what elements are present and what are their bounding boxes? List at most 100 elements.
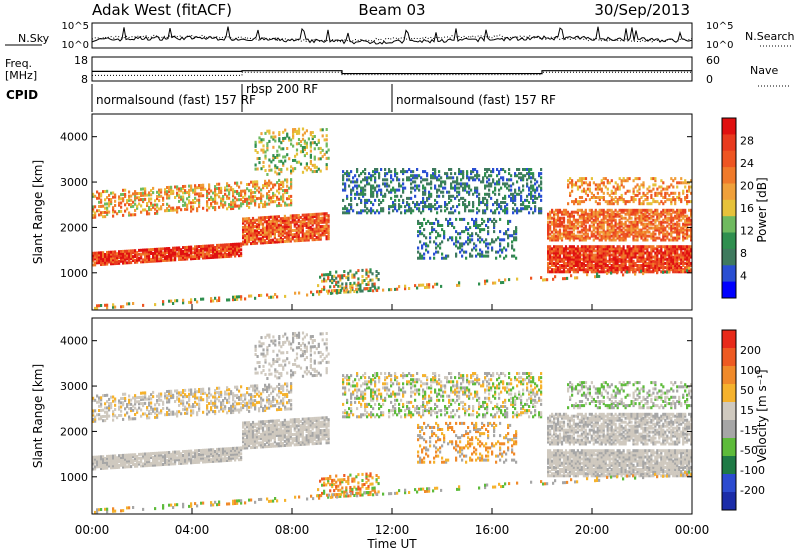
power-cell xyxy=(146,210,149,214)
power-cell xyxy=(459,232,462,236)
power-cell xyxy=(266,129,269,133)
power-cell xyxy=(307,238,310,242)
power-cell xyxy=(642,181,645,185)
power-cell xyxy=(569,177,572,181)
power-cell xyxy=(374,186,377,190)
power-cell xyxy=(351,273,354,277)
power-cell xyxy=(586,268,589,272)
power-cell xyxy=(303,141,306,145)
power-cell xyxy=(303,219,306,223)
power-cell xyxy=(640,196,643,199)
power-cell xyxy=(248,240,251,244)
power-cell xyxy=(258,136,261,140)
power-cell xyxy=(356,184,359,188)
power-cell xyxy=(668,198,671,202)
power-cell xyxy=(481,238,484,242)
power-cell xyxy=(440,180,443,184)
power-cell xyxy=(290,180,293,184)
frequency-panel: Freq. [MHz] 18 8 60 0 Nave xyxy=(5,54,790,87)
power-cell xyxy=(329,273,332,276)
power-cell xyxy=(254,190,257,194)
power-cell xyxy=(614,208,617,212)
power-cell xyxy=(487,246,490,250)
power-cell xyxy=(678,198,681,202)
power-cell xyxy=(276,149,279,153)
power-cell xyxy=(122,193,125,196)
power-cell xyxy=(303,145,306,149)
power-cell xyxy=(398,203,401,207)
power-cell xyxy=(564,247,568,251)
power-cell xyxy=(240,193,243,197)
power-cell xyxy=(269,234,272,238)
power-cell xyxy=(472,176,475,180)
power-cell xyxy=(678,257,681,261)
power-cell xyxy=(652,247,655,251)
power-cell xyxy=(106,303,109,307)
power-cell xyxy=(206,189,209,193)
power-cell xyxy=(232,242,235,246)
power-cell xyxy=(658,249,661,253)
power-cell xyxy=(676,185,679,189)
power-cell xyxy=(456,186,459,190)
power-cell xyxy=(208,198,211,201)
power-cell xyxy=(682,247,685,251)
power-cell xyxy=(588,264,591,267)
power-cell xyxy=(410,178,413,182)
power-cell xyxy=(315,227,318,231)
power-cell xyxy=(130,255,133,259)
power-cell xyxy=(640,257,643,261)
power-cell xyxy=(236,246,239,250)
power-cell xyxy=(614,230,617,234)
power-cell xyxy=(305,230,308,234)
power-cell xyxy=(574,259,577,263)
power-cell xyxy=(554,247,558,251)
power-cell xyxy=(144,197,147,201)
power-cell xyxy=(246,236,249,240)
power-cell xyxy=(580,214,583,218)
power-cell xyxy=(682,261,685,265)
power-cell xyxy=(447,222,450,225)
power-cell xyxy=(624,234,627,238)
power-cell xyxy=(600,230,603,234)
power-cell xyxy=(347,275,350,279)
power-cell xyxy=(271,230,274,234)
power-cell xyxy=(250,191,253,195)
power-cell xyxy=(658,232,661,236)
power-cell xyxy=(526,178,529,182)
power-cell xyxy=(670,218,673,222)
power-cell xyxy=(588,218,591,222)
power-cell xyxy=(419,240,422,244)
power-cell xyxy=(568,224,571,228)
power-cell xyxy=(250,235,253,239)
power-cell xyxy=(457,246,460,250)
power-cell xyxy=(431,228,434,232)
power-cell xyxy=(337,274,340,278)
power-cell xyxy=(378,176,381,180)
power-cell xyxy=(540,182,543,186)
power-cell xyxy=(690,232,693,236)
power-cell xyxy=(342,188,345,192)
power-cell xyxy=(190,251,193,255)
power-cell xyxy=(612,255,615,259)
power-cell xyxy=(435,230,438,234)
power-cell xyxy=(142,248,145,252)
power-cell xyxy=(380,188,383,192)
power-cell xyxy=(240,198,243,202)
power-cell xyxy=(156,259,159,263)
power-cell xyxy=(278,137,281,141)
power-cell xyxy=(276,204,279,208)
power-cell xyxy=(570,212,573,216)
power-cell xyxy=(564,245,568,249)
power-cell xyxy=(339,278,342,282)
power-cell xyxy=(586,220,589,224)
power-cell xyxy=(417,230,420,234)
power-cell xyxy=(337,284,340,288)
power-cell xyxy=(656,226,659,230)
power-cell xyxy=(289,222,292,226)
power-cell xyxy=(290,201,293,205)
power-cell xyxy=(674,214,677,218)
power-cell xyxy=(524,205,527,209)
power-cell xyxy=(242,225,245,229)
power-cell xyxy=(526,194,529,198)
power-cell xyxy=(504,201,507,204)
